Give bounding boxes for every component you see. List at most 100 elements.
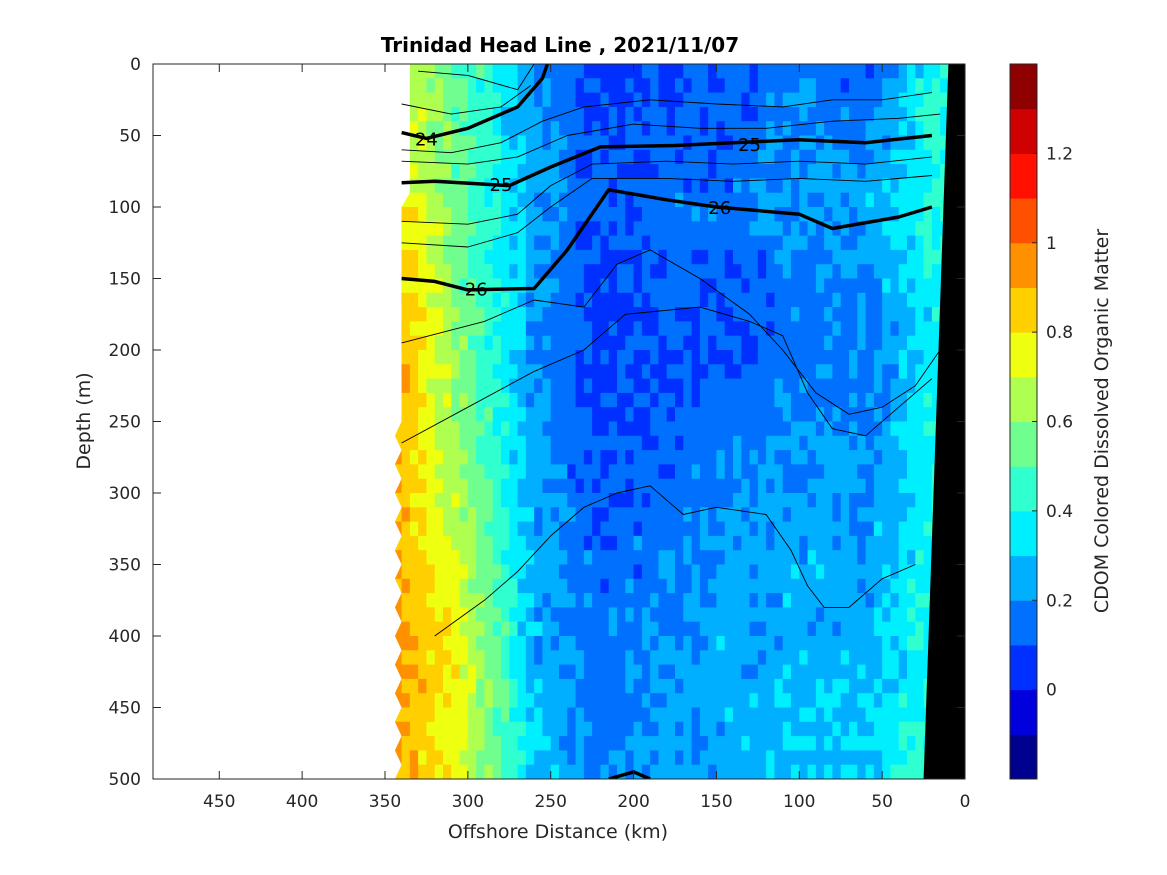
heat-cell xyxy=(394,564,403,580)
heat-cell xyxy=(782,64,792,79)
heat-cell xyxy=(782,493,792,508)
heat-cell xyxy=(716,678,726,694)
heat-cell xyxy=(501,764,510,779)
heat-cell xyxy=(691,106,701,122)
heat-cell xyxy=(766,192,776,208)
heat-cell xyxy=(683,106,693,122)
heat-cell xyxy=(451,435,461,451)
heat-cell xyxy=(484,335,494,351)
heat-cell xyxy=(799,121,809,137)
heat-cell xyxy=(931,164,941,179)
heat-cell xyxy=(791,535,800,551)
heat-cell xyxy=(451,78,461,94)
heat-cell xyxy=(832,335,842,351)
heat-cell xyxy=(915,149,925,165)
heat-cell xyxy=(633,421,643,437)
heat-cell xyxy=(583,149,593,165)
heat-cell xyxy=(484,350,494,365)
heat-cell xyxy=(865,593,875,608)
heat-cell xyxy=(757,192,767,208)
heat-cell xyxy=(567,92,577,108)
heat-cell xyxy=(608,636,618,651)
heat-cell xyxy=(691,750,701,766)
heat-cell xyxy=(409,493,419,508)
heat-cell xyxy=(409,178,419,194)
heat-cell xyxy=(741,178,751,194)
heat-cell xyxy=(757,450,767,465)
colorbar-tick-label: 0 xyxy=(1046,681,1057,701)
heat-cell xyxy=(501,450,510,465)
heat-cell xyxy=(757,535,767,551)
heat-cell xyxy=(426,578,436,594)
heat-cell xyxy=(815,736,825,751)
heat-cell xyxy=(633,693,643,709)
heat-cell xyxy=(923,178,933,194)
heat-cell xyxy=(691,736,701,751)
heat-cell xyxy=(699,750,709,766)
heat-cell xyxy=(443,493,452,508)
heat-cell xyxy=(641,321,651,337)
heat-cell xyxy=(600,364,610,380)
heat-cell xyxy=(691,192,701,208)
heat-cell xyxy=(733,507,742,523)
heat-cell xyxy=(923,350,933,365)
heat-cell xyxy=(915,493,925,508)
heat-cell xyxy=(501,636,510,651)
heat-cell xyxy=(492,121,502,137)
heat-cell xyxy=(931,221,941,237)
heat-cell xyxy=(459,207,469,222)
heat-cell xyxy=(824,407,834,423)
heat-cell xyxy=(633,550,643,566)
heat-cell xyxy=(733,178,742,194)
heat-cell xyxy=(625,264,635,280)
heat-cell xyxy=(650,636,660,651)
heat-cell xyxy=(617,693,626,709)
heat-cell xyxy=(791,621,800,637)
heat-cell xyxy=(476,321,486,337)
heat-cell xyxy=(857,407,867,423)
heat-cell xyxy=(724,207,734,222)
heat-cell xyxy=(641,149,651,165)
heat-cell xyxy=(799,593,809,608)
heat-cell xyxy=(882,135,892,151)
heat-cell xyxy=(418,221,428,237)
heat-cell xyxy=(832,178,842,194)
heat-cell xyxy=(898,149,908,165)
heat-cell xyxy=(807,178,817,194)
heat-cell xyxy=(525,92,535,108)
heat-cell xyxy=(650,135,660,151)
heat-cell xyxy=(799,478,809,494)
heat-cell xyxy=(907,307,916,322)
heat-cell xyxy=(484,593,494,608)
heat-cell xyxy=(567,450,577,465)
x-tick-label: 100 xyxy=(783,792,815,812)
heat-cell xyxy=(542,178,552,194)
heat-cell xyxy=(733,64,742,79)
heat-cell xyxy=(865,178,875,194)
heat-cell xyxy=(757,350,767,365)
heat-cell xyxy=(724,164,734,179)
heat-cell xyxy=(492,78,502,94)
heat-cell xyxy=(741,264,751,280)
heat-cell xyxy=(459,350,469,365)
heat-cell xyxy=(675,364,684,380)
heat-cell xyxy=(741,621,751,637)
heat-cell xyxy=(633,264,643,280)
heat-cell xyxy=(492,407,502,423)
heat-cell xyxy=(418,435,428,451)
heat-cell xyxy=(534,721,544,737)
heat-cell xyxy=(724,321,734,337)
heat-cell xyxy=(542,578,552,594)
heat-cell xyxy=(451,221,461,237)
heat-cell xyxy=(625,364,635,380)
heat-cell xyxy=(575,493,585,508)
heat-cell xyxy=(575,178,585,194)
heat-cell xyxy=(824,278,834,294)
heat-cell xyxy=(658,521,668,537)
heat-cell xyxy=(517,636,527,651)
heat-cell xyxy=(608,593,618,608)
heat-cell xyxy=(559,350,568,365)
heat-cell xyxy=(683,392,693,408)
heat-cell xyxy=(550,736,560,751)
heat-cell xyxy=(567,135,577,151)
